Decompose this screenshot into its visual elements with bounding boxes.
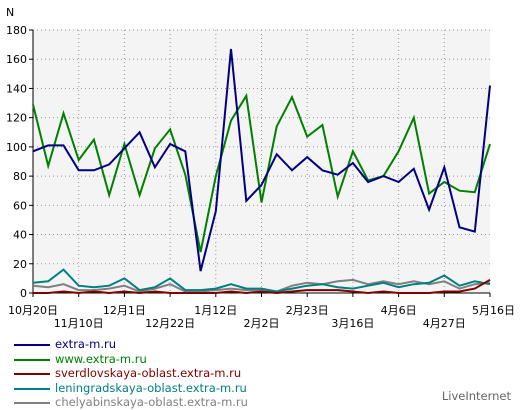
legend-label: leningradskaya-oblast.extra-m.ru	[55, 380, 247, 395]
x-tick-label: 2月23日	[286, 304, 329, 317]
y-tick-label: 40	[13, 229, 27, 242]
plot-area	[33, 30, 490, 293]
legend-label: chelyabinskaya-oblast.extra-m.ru	[55, 395, 248, 409]
x-tick-label: 4月6日	[381, 304, 417, 317]
legend-label: extra-m.ru	[55, 337, 116, 351]
legend-swatch	[14, 373, 50, 375]
series-line	[32, 268, 491, 293]
legend-label: www.extra-m.ru	[55, 351, 147, 366]
x-tick-label: 1月12日	[194, 304, 237, 317]
series-line	[32, 48, 491, 272]
y-tick-label: 180	[6, 24, 27, 37]
x-tick-label: 12月1日	[103, 304, 146, 317]
legend-swatch	[14, 402, 50, 404]
y-tick-label: 160	[6, 53, 27, 66]
y-tick-label: 120	[6, 112, 27, 125]
x-tick-label: 11月10日	[54, 317, 104, 330]
x-tick-label: 10月20日	[8, 304, 58, 317]
watermark: LiveInternet	[441, 389, 511, 403]
y-axis-label: N	[6, 6, 14, 19]
x-tick-label: 4月27日	[423, 317, 466, 330]
y-tick-label: 100	[6, 141, 27, 154]
legend-swatch	[14, 344, 50, 346]
y-tick-label: 140	[6, 82, 27, 95]
x-tick-label: 3月16日	[331, 317, 374, 330]
x-tick-label: 2月2日	[244, 317, 280, 330]
series-line	[32, 278, 491, 293]
y-tick-label: 80	[13, 170, 27, 183]
series-line	[32, 92, 491, 253]
series-line	[33, 279, 491, 295]
x-tick-label: 12月22日	[145, 317, 195, 330]
legend-swatch	[14, 358, 50, 361]
legend-label: sverdlovskaya-oblast.extra-m.ru	[55, 366, 242, 380]
y-tick-label: 20	[13, 258, 27, 271]
y-tick-label: 0	[20, 287, 27, 300]
y-tick-label: 60	[13, 199, 27, 212]
legend-swatch	[14, 387, 50, 390]
x-tick-label: 5月16日	[472, 304, 515, 317]
